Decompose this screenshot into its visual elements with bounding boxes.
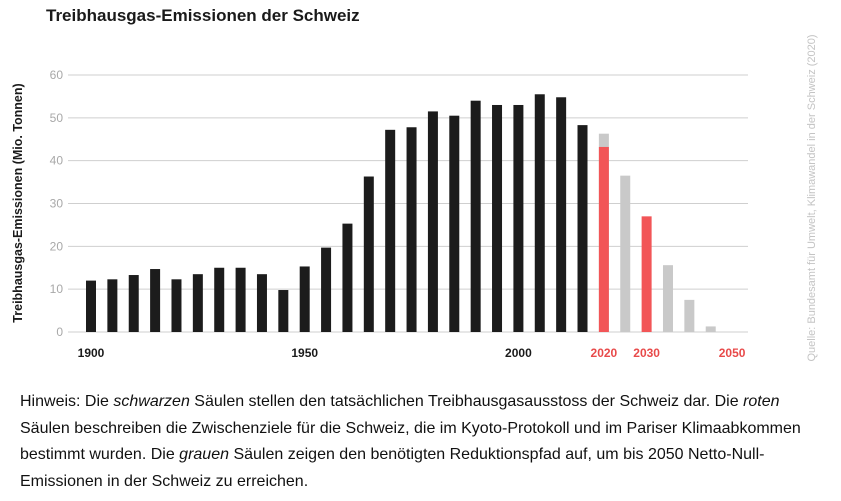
bars [86,94,716,333]
bar-actual [86,280,96,332]
x-tick-label: 2050 [719,346,746,360]
bar-target [641,216,652,332]
bar-actual [256,274,267,332]
y-tick-label: 10 [50,282,64,296]
y-tick-label: 30 [50,197,64,211]
y-tick-label: 50 [50,111,64,125]
bar-path [705,326,716,332]
bar-actual [342,223,353,332]
bar-actual [449,115,460,332]
y-tick-labels: 0 10 20 30 40 50 60 [50,68,64,339]
bar-actual [214,267,225,332]
bar-path [620,175,631,332]
bar-actual [192,274,203,332]
bar-actual [299,266,310,332]
bar-actual [171,279,182,332]
y-tick-label: 0 [56,325,63,339]
bar-actual [406,127,417,332]
note-em-black: schwarzen [113,393,190,410]
bar-actual [363,176,374,332]
bar-actual [278,290,289,332]
source-note: Quelle: Bundesamt für Umwelt, Klimawande… [806,34,818,361]
x-tick-label: 2020 [591,346,618,360]
bar-path [684,299,695,332]
bar-actual [534,94,545,333]
bar-actual [107,279,118,332]
bar-actual [577,125,588,333]
bar-actual [492,104,503,332]
note-text-1: Hinweis: Die [20,393,114,410]
bar-actual [235,267,246,332]
x-tick-labels: 1900 1950 2000 2020 2030 2050 [78,346,746,360]
hint-note: Hinweis: Die schwarzen Säulen stellen de… [20,389,820,495]
bar-actual [427,111,438,333]
bar-path [662,265,673,332]
note-text-4: Säulen zeigen den benötigten Reduktionsp… [20,446,765,490]
x-tick-label: 1900 [78,346,105,360]
note-text-3: Säulen beschreiben die Zwischenziele für… [20,419,801,464]
bar-actual [470,100,481,332]
y-tick-label: 20 [50,239,64,253]
bar-actual [128,275,139,332]
chart-title: Treibhausgas-Emissionen der Schweiz [46,6,360,25]
note-em-red: roten [743,393,780,410]
bar-actual [556,97,567,332]
bar-actual [385,129,396,332]
note-em-grey: grauen [179,446,229,463]
x-tick-label: 1950 [291,346,318,360]
bar-actual [150,269,161,332]
y-axis-label: Treibhausgas-Emissionen (Mio. Tonnen) [11,83,25,322]
bar-target [598,146,609,332]
bar-actual [321,247,332,332]
note-text-2: Säulen stellen den tatsächlichen Treibha… [189,393,744,410]
y-tick-label: 60 [50,68,64,82]
x-tick-label: 2000 [505,346,532,360]
x-tick-label: 2030 [633,346,660,360]
y-tick-label: 40 [50,154,64,168]
bar-actual [513,104,524,332]
